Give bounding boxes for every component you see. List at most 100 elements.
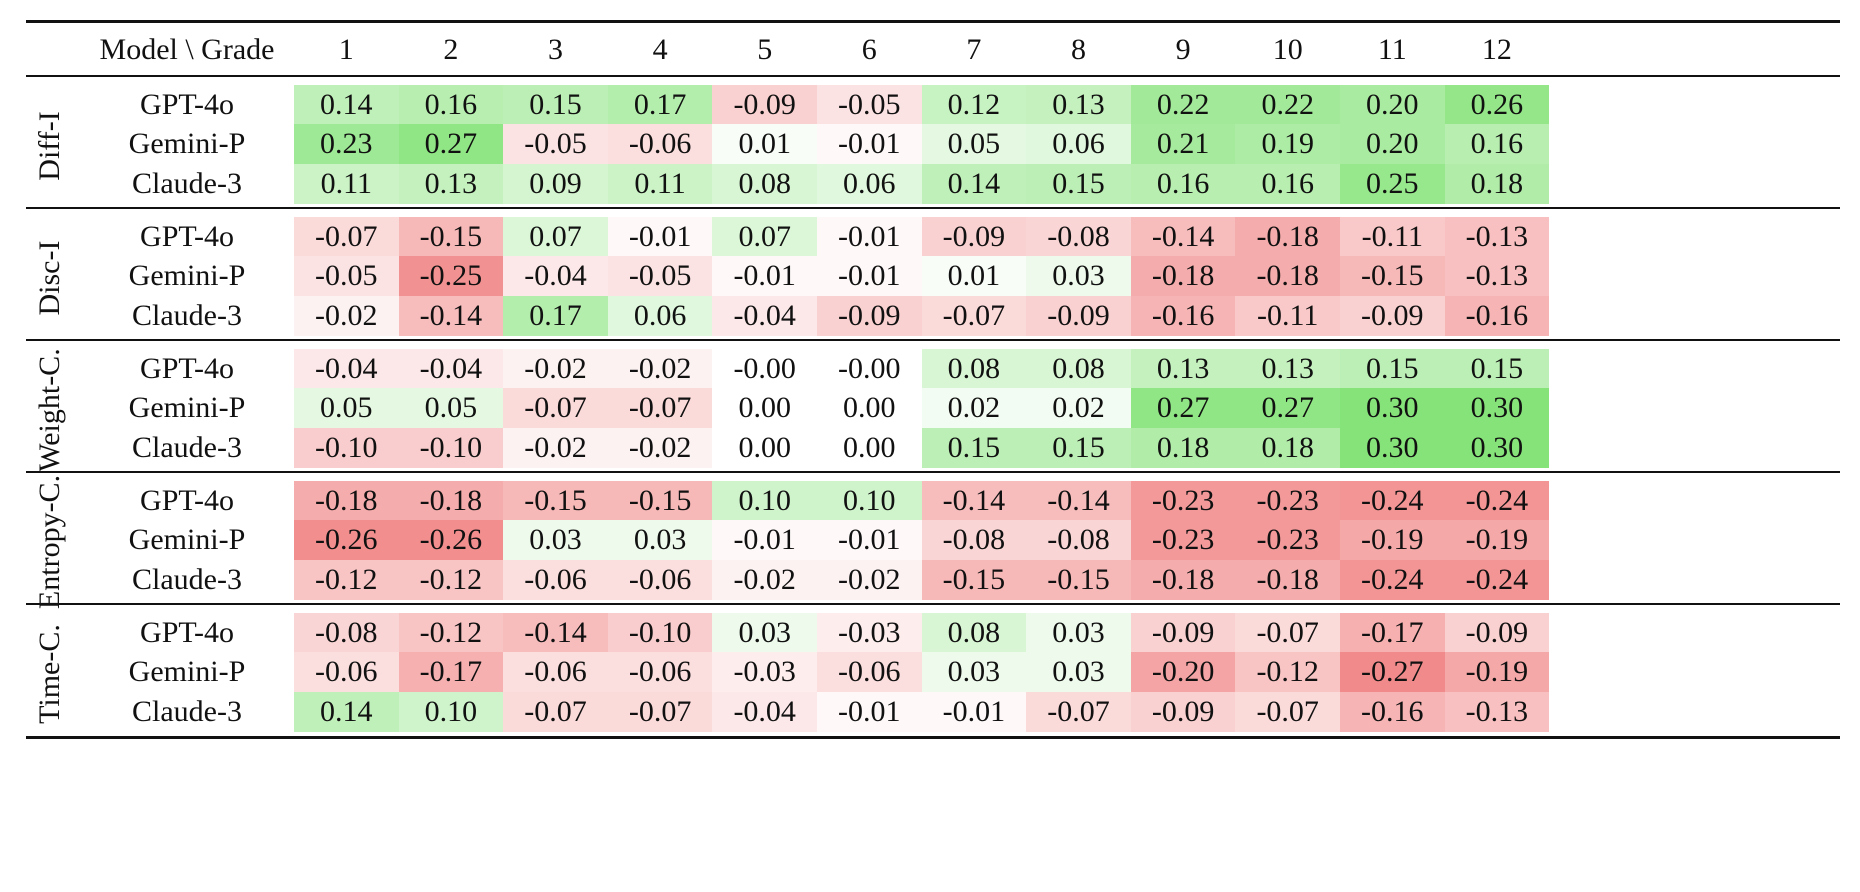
cell-value: -0.08 [942, 523, 1006, 557]
cell-value: -0.14 [1047, 484, 1110, 517]
heatmap-cell [607, 691, 713, 732]
grade-column-header: 5 [757, 33, 773, 66]
cell-value: 0.26 [1470, 88, 1524, 121]
cell-value: -0.23 [1256, 523, 1319, 557]
cell-value: -0.13 [1465, 259, 1529, 293]
heatmap-cell [294, 124, 399, 164]
cell-value: -0.19 [1465, 655, 1529, 689]
cell-value: -0.12 [419, 562, 483, 596]
heatmap-cell [503, 85, 608, 125]
cell-value: -0.11 [1361, 220, 1423, 253]
heatmap-cell [1444, 295, 1550, 336]
heatmap-cell [294, 559, 399, 600]
heatmap-cell [294, 256, 399, 296]
heatmap-cell [607, 388, 713, 428]
cell-value: 0.21 [1156, 127, 1210, 161]
model-label: Claude-3 [132, 562, 242, 596]
cell-value: -0.08 [1047, 220, 1110, 253]
heatmap-cell [1235, 481, 1340, 521]
cell-value: -0.04 [524, 259, 587, 293]
heatmap-cell [921, 691, 1027, 732]
heatmap-cell [503, 520, 608, 560]
cell-value: 0.27 [424, 127, 478, 161]
heatmap-cell [712, 613, 817, 653]
heatmap-cell [817, 652, 922, 692]
grade-column-header: 11 [1377, 33, 1407, 66]
heatmap-cell [1026, 613, 1131, 653]
cell-value: -0.09 [1151, 616, 1215, 649]
heatmap-cell [1026, 85, 1131, 125]
cell-value: -0.02 [524, 430, 587, 464]
cell-value: -0.18 [1151, 259, 1215, 293]
cell-value: 0.17 [633, 88, 687, 121]
heatmap-cell [398, 349, 504, 389]
cell-value: 0.11 [634, 166, 686, 200]
cell-value: 0.03 [1052, 655, 1105, 689]
heatmap-cell [607, 85, 713, 125]
heatmap-cell [1444, 481, 1550, 521]
cell-value: 0.06 [843, 166, 896, 200]
heatmap-cell [294, 481, 399, 521]
cell-value: 0.01 [738, 127, 791, 161]
heatmap-cell [1130, 256, 1236, 296]
heatmap-cell [1340, 124, 1445, 164]
cell-value: -0.06 [524, 562, 587, 596]
cell-value: -0.01 [838, 694, 901, 728]
cell-value: -0.01 [733, 259, 796, 293]
heatmap-cell [1130, 85, 1236, 125]
cell-value: -0.06 [524, 655, 587, 689]
heatmap-cell [607, 295, 713, 336]
heatmap-cell [1444, 256, 1550, 296]
heatmap-cell [1235, 691, 1340, 732]
cell-value: 0.13 [1156, 352, 1210, 385]
heatmap-cell [607, 124, 713, 164]
cell-value: -0.18 [1256, 259, 1319, 293]
cell-value: -0.04 [733, 298, 796, 332]
cell-value: -0.13 [1465, 220, 1529, 253]
heatmap-cell [503, 349, 608, 389]
heatmap-cell [294, 613, 399, 653]
heatmap-cell [503, 613, 608, 653]
cell-value: -0.07 [524, 391, 587, 425]
cell-value: -0.09 [1151, 694, 1215, 728]
cell-value: 0.14 [947, 166, 1001, 200]
heatmap-cell [1130, 163, 1236, 204]
heatmap-cell [1026, 691, 1131, 732]
cell-value: -0.07 [628, 694, 692, 728]
cell-value: -0.06 [838, 655, 901, 689]
table-rule [26, 75, 1840, 77]
heatmap-cell [1340, 85, 1445, 125]
heatmap-cell [921, 85, 1027, 125]
heatmap-cell [503, 295, 608, 336]
cell-value: -0.06 [628, 127, 692, 161]
heatmap-cell [712, 481, 817, 521]
cell-value: -0.03 [838, 616, 901, 649]
heatmap-cell [817, 124, 922, 164]
cell-value: -0.24 [1361, 484, 1424, 517]
cell-value: 0.00 [843, 430, 896, 464]
cell-value: -0.05 [315, 259, 378, 293]
cell-value: -0.02 [524, 352, 587, 385]
heatmap-cell [1235, 85, 1340, 125]
heatmap-cell [1235, 388, 1340, 428]
heatmap-cell [1235, 559, 1340, 600]
cell-value: -0.13 [1465, 694, 1529, 728]
cell-value: 0.27 [1156, 391, 1210, 425]
cell-value: -0.02 [315, 298, 378, 332]
heatmap-cell [503, 163, 608, 204]
cell-value: -0.01 [733, 523, 796, 557]
heatmap-cell [712, 85, 817, 125]
heatmap-cell [1444, 163, 1550, 204]
heatmap-cell [817, 388, 922, 428]
model-label: Claude-3 [132, 430, 242, 464]
heatmap-cell [398, 520, 504, 560]
heatmap-cell [607, 520, 713, 560]
model-label: Gemini-P [128, 391, 246, 425]
cell-value: 0.25 [1366, 166, 1419, 200]
heatmap-cell [607, 613, 713, 653]
model-label: GPT-4o [140, 220, 234, 253]
heatmap-cell [607, 652, 713, 692]
cell-value: -0.24 [1465, 484, 1529, 517]
heatmap-cell [1444, 217, 1550, 257]
